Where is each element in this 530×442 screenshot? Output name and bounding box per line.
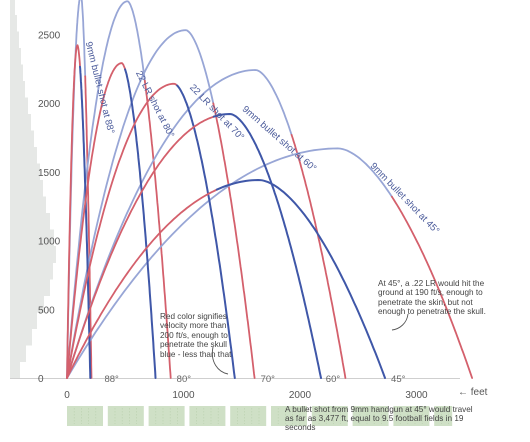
- y-tick-label: 0: [38, 374, 44, 385]
- y-tick-label: 2000: [38, 99, 61, 110]
- football-fields: [67, 406, 453, 426]
- histogram-bar-16: [10, 97, 28, 115]
- x-tick-label: 0: [64, 390, 70, 401]
- trajectory-22lr-45-slow: [215, 178, 386, 379]
- angle-label: 80°: [177, 374, 192, 385]
- 22lr-45-annotation: At 45°, a .22 LR would hit the ground at…: [378, 279, 486, 317]
- histogram-bar-5: [10, 279, 50, 296]
- curve-label: 22 LR shot at 80°: [133, 69, 176, 140]
- angle-label: 88°: [104, 374, 119, 385]
- trajectory-22lr-80-slow: [124, 68, 157, 379]
- trajectory-9mm-70-down: [212, 102, 256, 379]
- trajectory-22lr-45-fast: [66, 188, 218, 379]
- histogram-bar-0: [10, 361, 20, 379]
- football-field-9: [434, 406, 453, 426]
- histogram-bar-6: [10, 262, 53, 280]
- football-field-8: [393, 406, 430, 426]
- x-tick-label: 1000: [172, 390, 195, 401]
- football-field-1: [107, 406, 144, 426]
- football-field-caption: A bullet shot from 9mm handgun at 45° wo…: [285, 405, 473, 433]
- y-tick-label: 1000: [38, 237, 61, 248]
- histogram-bar-7: [10, 246, 56, 263]
- height-histogram: [10, 0, 56, 379]
- histogram-bar-10: [10, 196, 46, 214]
- y-tick-label: 2500: [38, 30, 61, 41]
- trajectory-22lr-88-fast: [66, 44, 81, 379]
- trajectory-9mm-45-up: [66, 147, 393, 379]
- trajectory-9mm-80-down: [143, 79, 172, 379]
- trajectories: [66, 0, 473, 379]
- histogram-bar-19: [10, 48, 21, 65]
- trajectory-22lr-80-fast: [66, 62, 126, 379]
- annotation-arrow-22lr: [391, 313, 409, 331]
- histogram-bar-1: [10, 345, 26, 362]
- trajectory-9mm-60-down: [290, 134, 347, 379]
- football-field-7: [352, 406, 389, 426]
- histogram-bar-14: [10, 130, 34, 148]
- football-field-2: [148, 406, 185, 426]
- trajectory-9mm-45-down: [391, 195, 473, 379]
- histogram-bar-3: [10, 312, 37, 329]
- x-axis-label: ← feet: [458, 387, 488, 398]
- trajectory-22lr-70-fast: [66, 82, 179, 379]
- histogram-bar-22: [10, 0, 15, 16]
- trajectory-22lr-60-fast: [66, 115, 215, 379]
- histogram-bar-18: [10, 64, 23, 82]
- trajectory-9mm-60-up: [66, 69, 293, 379]
- trajectory-9mm-70-up: [66, 29, 215, 379]
- histogram-bar-4: [10, 295, 44, 313]
- football-field-3: [189, 406, 226, 426]
- curve-label: 9mm bullet shot at 45°: [368, 161, 442, 237]
- histogram-bar-13: [10, 147, 37, 164]
- velocity-annotation: Red color signifies velocity more than 2…: [160, 312, 232, 359]
- football-field-0: [67, 406, 103, 426]
- histogram-bar-11: [10, 180, 43, 197]
- angle-label: 70°: [261, 374, 276, 385]
- annotation-arrow-velocity: [211, 346, 229, 375]
- histogram-bar-12: [10, 163, 40, 181]
- angle-label: 60°: [326, 374, 341, 385]
- angle-label: 45°: [391, 374, 406, 385]
- football-field-5: [271, 406, 307, 426]
- trajectory-22lr-88-slow: [79, 65, 92, 379]
- football-field-4: [230, 406, 267, 426]
- histogram-bar-15: [10, 114, 31, 131]
- histogram-bar-2: [10, 328, 32, 346]
- trajectory-9mm-88-down: [84, 75, 93, 379]
- trajectory-9mm-80-up: [66, 0, 146, 379]
- trajectory-22lr-60-slow: [212, 112, 322, 379]
- histogram-bar-21: [10, 15, 17, 32]
- histogram-bar-20: [10, 31, 19, 49]
- curve-label: 9mm bullet shot at 88°: [83, 41, 117, 136]
- curve-label: 9mm bullet shot at 60°: [240, 104, 319, 175]
- x-tick-label: 2000: [289, 390, 312, 401]
- y-tick-label: 1500: [38, 168, 61, 179]
- x-tick-label: 3000: [405, 390, 428, 401]
- histogram-bar-8: [10, 229, 54, 247]
- trajectory-22lr-70-slow: [176, 84, 236, 379]
- histogram-bar-9: [10, 213, 50, 230]
- football-field-6: [311, 406, 348, 426]
- y-tick-label: 500: [38, 305, 55, 316]
- histogram-bar-17: [10, 81, 25, 98]
